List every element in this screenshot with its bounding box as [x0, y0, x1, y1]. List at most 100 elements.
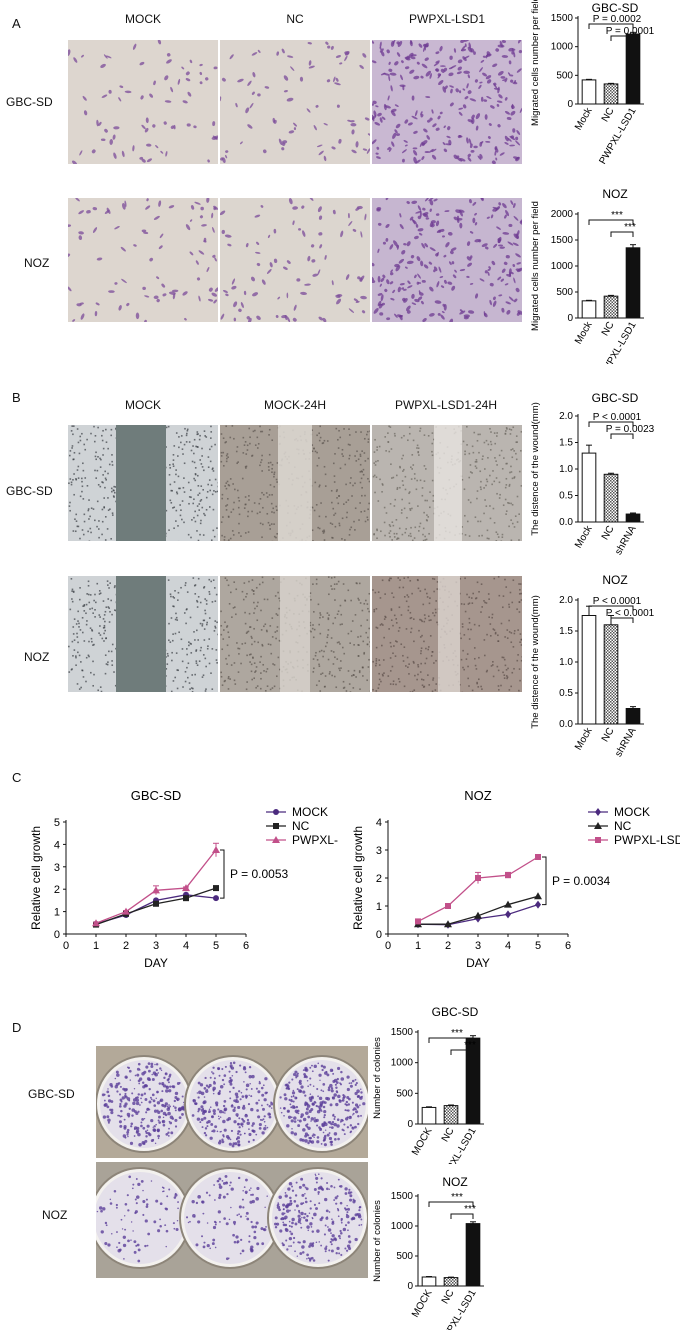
x-tick-label: 2: [445, 940, 451, 952]
x-tick-label: 2: [123, 940, 129, 952]
data-point: [595, 837, 601, 843]
legend-label: MOCK: [614, 805, 650, 819]
y-tick-label: 4: [376, 817, 382, 829]
panel-d-row-noz: NOZ: [42, 1208, 68, 1222]
significance-bracket: [588, 605, 634, 611]
x-tick-label: MOCK: [410, 1126, 435, 1158]
y-axis-label: Number of colonies: [372, 1200, 383, 1282]
x-tick-label: shRNA: [613, 726, 639, 759]
transwell-image-gbcsd-pwpxl: [372, 40, 522, 164]
significance-bracket: [588, 23, 634, 29]
y-tick-label: 2: [54, 884, 60, 896]
data-point: [595, 808, 601, 816]
colony-plates-gbcsd: [96, 1046, 368, 1158]
significance-bracket: [588, 421, 634, 427]
y-tick-label: 1500: [551, 13, 574, 24]
panel-b-row-noz: NOZ: [24, 650, 50, 664]
data-point: [272, 836, 280, 843]
wound-image-noz-mock24: [220, 576, 370, 692]
significance-bracket: [610, 617, 634, 623]
transwell-image-noz-mock: [68, 198, 218, 322]
legend-label: NC: [614, 819, 632, 833]
panel-a-col-mock: MOCK: [125, 12, 161, 26]
x-tick-label: NC: [600, 320, 617, 338]
data-point: [474, 911, 482, 919]
bar-mock: [581, 79, 597, 105]
y-tick-label: 0.5: [559, 688, 573, 699]
data-point: [594, 822, 602, 829]
y-tick-label: 0: [54, 929, 60, 941]
chart-b1: GBC-SD 0.0 0.5 1.0 1.5 2.0 The distence of the…: [530, 391, 655, 557]
x-tick-label: 6: [565, 940, 571, 952]
x-tick-label: 3: [475, 940, 481, 952]
y-tick-label: 1000: [551, 261, 574, 272]
x-tick-label: NC: [600, 726, 617, 744]
significance-bracket: [450, 1049, 474, 1055]
bar-nc: [603, 473, 619, 523]
y-tick-label: 1000: [551, 42, 574, 53]
chart-a1: GBC-SD 0 500 1000 1500 Migrated cells number …: [530, 0, 655, 166]
data-point: [273, 809, 279, 815]
y-tick-label: 3: [54, 862, 60, 874]
series-line-pwpxl-lsd1: [417, 856, 539, 922]
legend-label: PWPXL-LSD1: [614, 833, 680, 847]
wound-image-noz-pwpxl24: [372, 576, 522, 692]
x-tick-label: NC: [600, 106, 617, 124]
wound-image-gbcsd-mock: [68, 425, 218, 541]
chart-c1: GBC-SD 0 1 2 3 4 5 0 1 2 3 4 5 6 DAY Relative cell grow…: [29, 788, 338, 970]
x-tick-label: 6: [243, 940, 249, 952]
significance-label: P = 0.0034: [552, 874, 610, 888]
transwell-image-noz-nc: [220, 198, 370, 322]
bar-nc: [443, 1277, 459, 1287]
bar-nc: [443, 1105, 459, 1125]
x-tick-label: MOCK: [410, 1288, 435, 1320]
x-tick-label: NC: [440, 1126, 457, 1144]
data-point: [415, 918, 421, 925]
data-point: [534, 892, 542, 900]
y-tick-label: 1.5: [559, 438, 573, 449]
bar-mock: [421, 1276, 437, 1287]
chart-b2: NOZ 0.0 0.5 1.0 1.5 2.0 The distence of the wo…: [530, 573, 655, 759]
y-tick-label: 1.0: [559, 657, 573, 668]
x-tick-label: 5: [535, 940, 541, 952]
y-tick-label: 1500: [551, 235, 574, 246]
y-tick-label: 1500: [391, 1191, 414, 1202]
y-tick-label: 5: [54, 817, 60, 829]
x-tick-label: 0: [63, 940, 69, 952]
chart-d1: GBC-SD 0 500 1000 1500 Number of colonies MOCK…: [372, 1005, 484, 1164]
significance-bracket: [450, 1213, 474, 1219]
data-point: [475, 875, 481, 881]
y-tick-label: 1: [376, 901, 382, 913]
wound-image-noz-mock: [68, 576, 218, 692]
significance-label: P = 0.0053: [230, 867, 288, 881]
panel-d-row-gbcsd: GBC-SD: [28, 1087, 75, 1101]
significance-label: P < 0.0001: [593, 412, 642, 423]
y-tick-label: 1.5: [559, 626, 573, 637]
bar-mock: [581, 615, 597, 725]
legend-label: MOCK: [292, 805, 328, 819]
y-axis-label: Migrated cells number per field: [530, 201, 541, 331]
panel-b-col-pwpxl24: PWPXL-LSD1-24H: [394, 398, 498, 412]
y-tick-label: 500: [556, 287, 573, 298]
y-axis-label: Number of colonies: [372, 1037, 383, 1119]
y-axis-label: Relative cell growth: [29, 826, 43, 930]
y-axis-label: Relative cell growth: [351, 826, 365, 930]
transwell-image-gbcsd-nc: [220, 40, 370, 164]
wound-image-gbcsd-mock24: [220, 425, 370, 541]
panel-b-letter: B: [12, 390, 21, 405]
y-tick-label: 0.0: [559, 719, 573, 730]
data-point: [183, 895, 189, 902]
panel-a-letter: A: [12, 16, 21, 31]
legend-label: NC: [292, 819, 310, 833]
x-axis-label: DAY: [466, 956, 490, 970]
bar-nc: [603, 624, 619, 725]
bar-shrna: [625, 708, 641, 725]
significance-label: P = 0.0023: [606, 424, 655, 435]
bar-mock: [581, 452, 597, 523]
chart-title: NOZ: [602, 573, 627, 587]
transwell-image-noz-pwpxl: [372, 198, 522, 322]
bar-pwpxl-lsd1: [625, 247, 641, 319]
y-tick-label: 1: [54, 907, 60, 919]
data-point: [273, 823, 279, 829]
